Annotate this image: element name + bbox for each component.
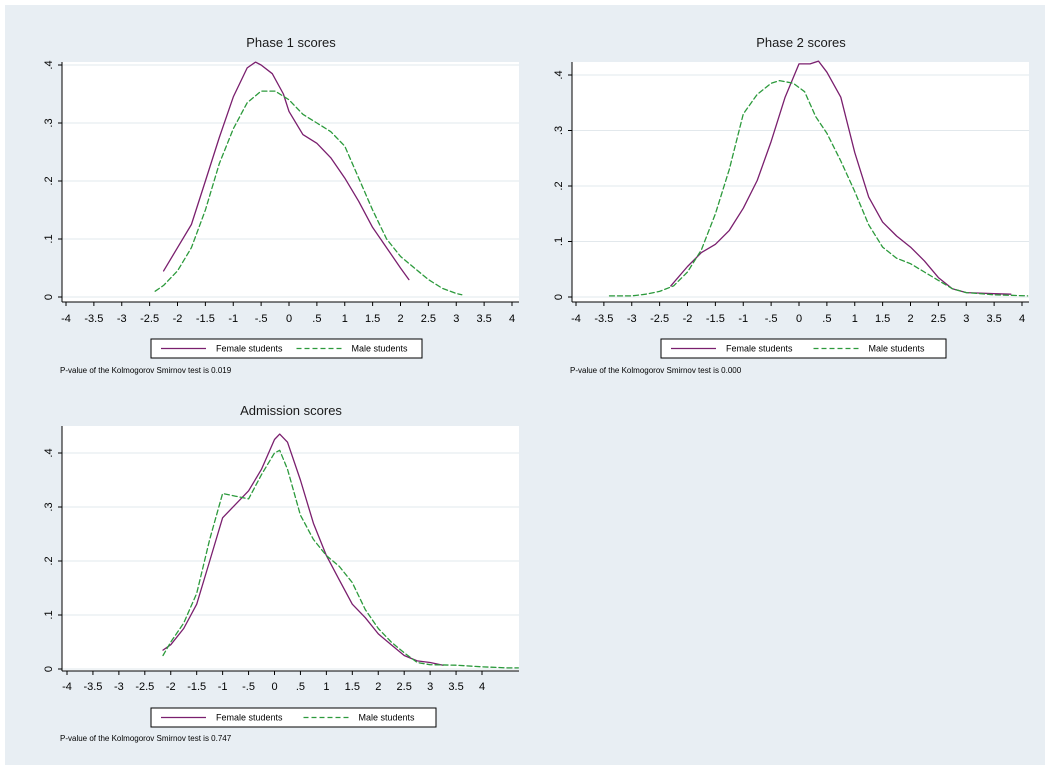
phase2-x-tick-label: -2.5 [650,313,669,325]
admission-y-tick-label: .1 [43,610,55,619]
phase2-x-tick-label: 4 [1019,313,1025,325]
phase1-x-tick-label: -4 [61,313,71,325]
admission-x-tick-label: -4 [62,681,72,693]
admission-x-tick-label: 2 [375,681,381,693]
admission-x-tick-label: 3.5 [448,681,463,693]
phase2-x-tick-label: -1.5 [706,313,725,325]
admission-x-tick-label: -2.5 [135,681,154,693]
phase1-x-tick-label: 2.5 [421,313,436,325]
phase2-legend [660,338,947,359]
phase2-x-tick-label: -1 [738,313,748,325]
phase2-chart-title: Phase 2 scores [756,35,846,50]
phase1-x-tick-label: 2 [397,313,403,325]
phase2-x-tick-label: -3.5 [594,313,613,325]
admission-chart-title: Admission scores [240,403,342,418]
phase2-legend-male-label: Male students [869,344,926,354]
admission-x-tick-label: .5 [296,681,305,693]
phase1-y-tick-label: .2 [43,176,55,185]
admission-male-series-line [162,449,519,669]
phase1-x-tick-label: 1.5 [365,313,380,325]
admission-x-tick-label: -3.5 [83,681,102,693]
phase2-y-tick-label: .3 [553,126,565,135]
phase1-legend-male-label: Male students [352,344,409,354]
admission-x-tick-label: -1.5 [187,681,206,693]
phase1-y-tick-label: .4 [43,60,55,69]
phase1-male-series-line [154,90,463,296]
phase2-male-series-line [608,79,1029,297]
phase1-chart-title: Phase 1 scores [246,35,336,50]
phase2-plot-area [572,62,1029,302]
phase2-x-tick-label: 2 [907,313,913,325]
phase2-legend-female-label: Female students [726,344,793,354]
admission-y-tick-label: .3 [43,502,55,511]
admission-female-series-line [162,433,444,666]
admission-x-tick-label: 0 [271,681,277,693]
phase1-legend-female-label: Female students [216,344,283,354]
phase1-x-tick-label: -3 [117,313,127,325]
admission-x-tick-label: -2 [166,681,176,693]
phase2-x-tick-label: 1.5 [875,313,890,325]
phase2-y-tick-label: .1 [553,237,565,246]
admission-y-tick-label: .4 [43,448,55,457]
phase1-x-tick-label: .5 [312,313,321,325]
admission-plot-area [62,426,519,671]
phase2-x-tick-label: 3.5 [986,313,1001,325]
phase2-y-tick-label: .4 [553,70,565,79]
phase2-y-tick-label: .2 [553,181,565,190]
phase1-x-tick-label: -1.5 [196,313,215,325]
phase2-x-tick-label: 2.5 [931,313,946,325]
admission-x-tick-label: 3 [427,681,433,693]
phase1-x-tick-label: 3 [453,313,459,325]
figure-background: Phase 1 scores 0.1.2.3.4 -4 -3.5 -3 -2.5 -2 -1… [5,5,1045,765]
phase2-x-tick-label: .5 [822,313,831,325]
phase1-x-tick-label: -2.5 [140,313,159,325]
phase1-y-tick-label: 0 [43,294,55,300]
admission-x-tick-label: 2.5 [397,681,412,693]
admission-legend-female-label: Female students [216,713,283,723]
phase1-x-tick-label: -3.5 [84,313,103,325]
phase1-female-series-line [162,61,410,281]
admission-x-tick-label: 1.5 [345,681,360,693]
admission-legend-male-label: Male students [359,713,416,723]
phase1-x-tick-label: 3.5 [476,313,491,325]
admission-x-tick-label: -1 [218,681,228,693]
phase2-x-tick-label: 1 [852,313,858,325]
phase2-y-tick-label: 0 [553,294,565,300]
admission-x-tick-label: 1 [323,681,329,693]
admission-legend [150,707,437,728]
phase2-x-tick-label: -.5 [765,313,778,325]
admission-x-tick-label: 4 [479,681,485,693]
phase1-chart: Phase 1 scores 0 .1 .2 .3 .4 -4 -3.5 -3 -2.5 -2 -1… [43,35,519,375]
phase1-x-tick-label: 1 [342,313,348,325]
phase1-x-tick-label: -2 [173,313,183,325]
phase2-x-tick-label: -4 [571,313,581,325]
phase2-x-tick-label: 0 [796,313,802,325]
phase1-y-tick-label: .3 [43,118,55,127]
phase2-x-tick-label: -3 [627,313,637,325]
admission-y-tick-label: .2 [43,556,55,565]
phase1-x-tick-label: -1 [228,313,238,325]
admission-x-tick-label: -.5 [242,681,255,693]
phase1-x-tick-label: 0 [286,313,292,325]
phase1-x-tick-label: 4 [509,313,515,325]
admission-x-tick-label: -3 [114,681,124,693]
phase1-x-tick-label: -.5 [255,313,268,325]
phase1-y-tick-label: .1 [43,234,55,243]
phase2-chart: Phase 2 scores 0 .1 .2 .3 .4 -4 -3.5 -3 -2.5 -2 -1… [553,35,1029,375]
phase2-x-tick-label: -2 [683,313,693,325]
admission-chart: Admission scores 0.1.2.3.4-4 -3.5 -3 -2.5 -2… [43,403,519,743]
phase1-legend [150,338,423,359]
phase2-x-tick-label: 3 [963,313,969,325]
phase2-ks-test-note: P-value of the Kolmogorov Smirnov test i… [570,366,742,375]
admission-y-tick-label: 0 [43,666,55,672]
phase1-ks-test-note: P-value of the Kolmogorov Smirnov test i… [60,366,232,375]
phase1-plot-area [62,62,519,302]
admission-ks-test-note: P-value of the Kolmogorov Smirnov test i… [60,734,232,743]
